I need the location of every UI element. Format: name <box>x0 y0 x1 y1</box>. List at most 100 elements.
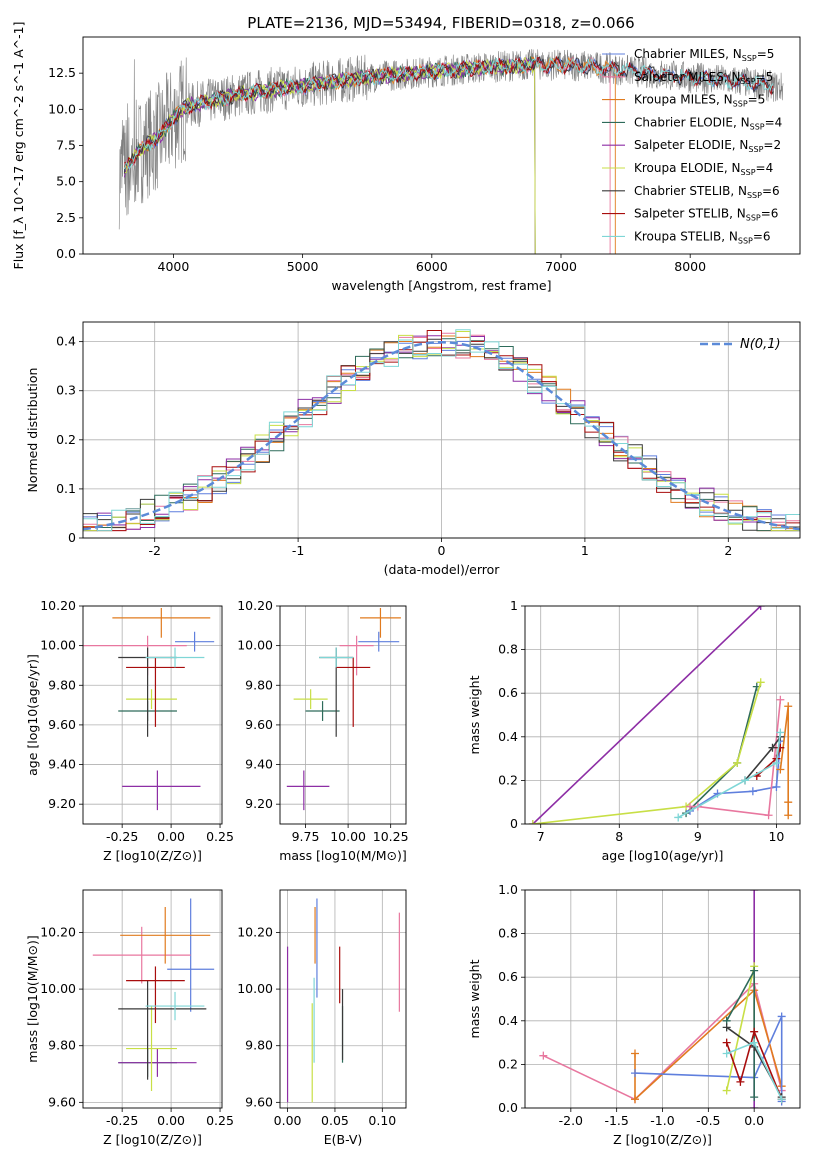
y-tick-label: 10.20 <box>40 924 76 939</box>
weight-marker <box>736 1077 745 1086</box>
weight-marker <box>784 811 793 820</box>
y-tick-label: 0.2 <box>498 1056 518 1071</box>
weight-line-kroupa-stelib <box>677 732 782 819</box>
errorbar-point <box>319 647 354 668</box>
spectrum-lines <box>118 49 784 254</box>
y-tick-label: 9.60 <box>245 1094 273 1109</box>
x-tick-label: -2 <box>148 543 160 558</box>
x-tick-label: 0.25 <box>206 829 234 844</box>
y-tick-label: 10.20 <box>237 924 273 939</box>
x-axis-label: Z [log10(Z/Z⊙)] <box>103 848 202 863</box>
x-tick-label: 0.00 <box>157 829 185 844</box>
axes-frame <box>82 36 801 255</box>
plot-area-weight_age <box>528 606 793 824</box>
x-tick-label: -0.5 <box>696 1113 720 1128</box>
weight-marker <box>631 1049 639 1058</box>
y-tick-label: 9.80 <box>48 1038 76 1053</box>
x-tick-label: 10.00 <box>330 829 366 844</box>
legend-label: Salpeter STELIB, NSSP=6 <box>634 207 778 223</box>
weight-line-salpeter-stelib <box>725 1029 783 1100</box>
y-tick-label: 0.3 <box>56 383 76 398</box>
weight-marker <box>776 728 785 737</box>
y-tick-label: 10.00 <box>237 638 273 653</box>
weight-marker <box>750 966 759 975</box>
x-tick-label: 8000 <box>674 259 706 274</box>
panel-spectrum: Chabrier MILES, NSSP=5 Salpeter MILES, NS… <box>11 22 801 293</box>
weight-marker <box>750 1027 759 1036</box>
weight-marker <box>674 813 683 822</box>
weight-marker <box>722 1086 731 1095</box>
weight-marker <box>784 702 793 711</box>
errorbar-point <box>286 770 330 811</box>
legend: Chabrier MILES, NSSP=5 Salpeter MILES, NS… <box>602 47 782 245</box>
y-tick-label: 9.20 <box>48 796 76 811</box>
x-tick-label: 1 <box>581 543 589 558</box>
x-axis-label: age [log10(age/yr)] <box>602 848 724 863</box>
errorbars <box>83 607 215 811</box>
y-tick-label: 0.2 <box>56 432 76 447</box>
weight-marker <box>777 1012 786 1021</box>
y-tick-label: 10.20 <box>237 598 273 613</box>
x-axis-label: E(B-V) <box>324 1132 363 1147</box>
errorbar-point <box>145 647 205 668</box>
panel-residuals: N(0,1) -2 -1 0 1 2 0 0.1 0.2 0.3 0.4 (data-model)/e… <box>25 321 801 577</box>
x-tick-label: -1.0 <box>650 1113 674 1128</box>
weight-marker <box>722 1023 731 1032</box>
x-tick-label: 9.75 <box>292 829 320 844</box>
x-tick-label: 0 <box>438 543 446 558</box>
weight-marker <box>772 782 781 791</box>
legend-label: N(0,1) <box>740 337 781 352</box>
weight-marker <box>748 787 757 796</box>
x-axis-label: mass [log10(M/M⊙)] <box>279 848 407 863</box>
x-tick-label: 2 <box>724 543 732 558</box>
panel-mass_z: -0.25 0.00 0.25 9.60 9.80 10.00 10.20 Z [log10(… <box>25 889 234 1147</box>
model-line-salpeter-elodie <box>123 56 536 254</box>
y-tick-label: 9.20 <box>245 796 273 811</box>
x-tick-label: -0.25 <box>106 829 138 844</box>
x-tick-label: 7000 <box>545 259 577 274</box>
x-tick-label: 9 <box>694 829 702 844</box>
x-tick-label: 10 <box>768 829 784 844</box>
y-tick-label: 0.4 <box>498 729 518 744</box>
y-axis-label: mass [log10(M/M⊙)] <box>25 935 40 1063</box>
y-tick-label: 1 <box>510 598 518 613</box>
legend-label: Salpeter MILES, NSSP=5 <box>634 70 773 86</box>
axes-frame <box>524 605 801 825</box>
errorbar-point <box>112 607 211 638</box>
weight-marker <box>741 776 749 785</box>
errorbar-point <box>293 689 328 710</box>
errorbar-point <box>92 926 191 984</box>
weight-marker <box>722 1049 731 1058</box>
y-axis-label: mass weight <box>467 675 482 754</box>
weight-line-kroupa-miles <box>779 706 789 816</box>
weight-marker <box>631 1095 639 1104</box>
plot-area-age_mass <box>286 607 401 811</box>
y-axis-label: mass weight <box>467 959 482 1038</box>
y-tick-label: 2.5 <box>56 210 76 225</box>
histogram-kroupa-stelib <box>83 329 800 532</box>
plot-area-mass_ebv <box>286 898 400 1103</box>
weight-line-chabrier-miles <box>634 1016 783 1102</box>
weight-marker <box>750 890 759 894</box>
y-tick-label: 10.00 <box>237 981 273 996</box>
axes-frame <box>82 321 801 539</box>
y-tick-label: 0.4 <box>498 1013 518 1028</box>
panel-age_mass: 9.75 10.00 10.25 9.20 9.40 9.60 9.80 10.00 10.20… <box>237 598 408 863</box>
y-tick-label: 10.20 <box>40 598 76 613</box>
y-tick-label: 0.1 <box>56 481 76 496</box>
weight-marker <box>539 1051 548 1060</box>
gaussian-curve <box>83 340 800 531</box>
y-tick-label: 0.0 <box>56 246 76 261</box>
errorbar-point <box>305 701 340 721</box>
x-axis-label: (data-model)/error <box>384 562 501 577</box>
y-tick-label: 9.40 <box>245 757 273 772</box>
y-tick-label: 0.6 <box>498 969 518 984</box>
y-tick-label: 10.0 <box>48 101 76 116</box>
weight-marker <box>764 811 773 820</box>
x-tick-label: -2.0 <box>559 1113 583 1128</box>
errorbar-point <box>118 980 207 1080</box>
errorbar-point <box>175 631 215 652</box>
legend-label: Kroupa ELODIE, NSSP=4 <box>634 161 773 177</box>
weight-lines <box>539 890 786 1108</box>
y-tick-label: 0.6 <box>498 685 518 700</box>
